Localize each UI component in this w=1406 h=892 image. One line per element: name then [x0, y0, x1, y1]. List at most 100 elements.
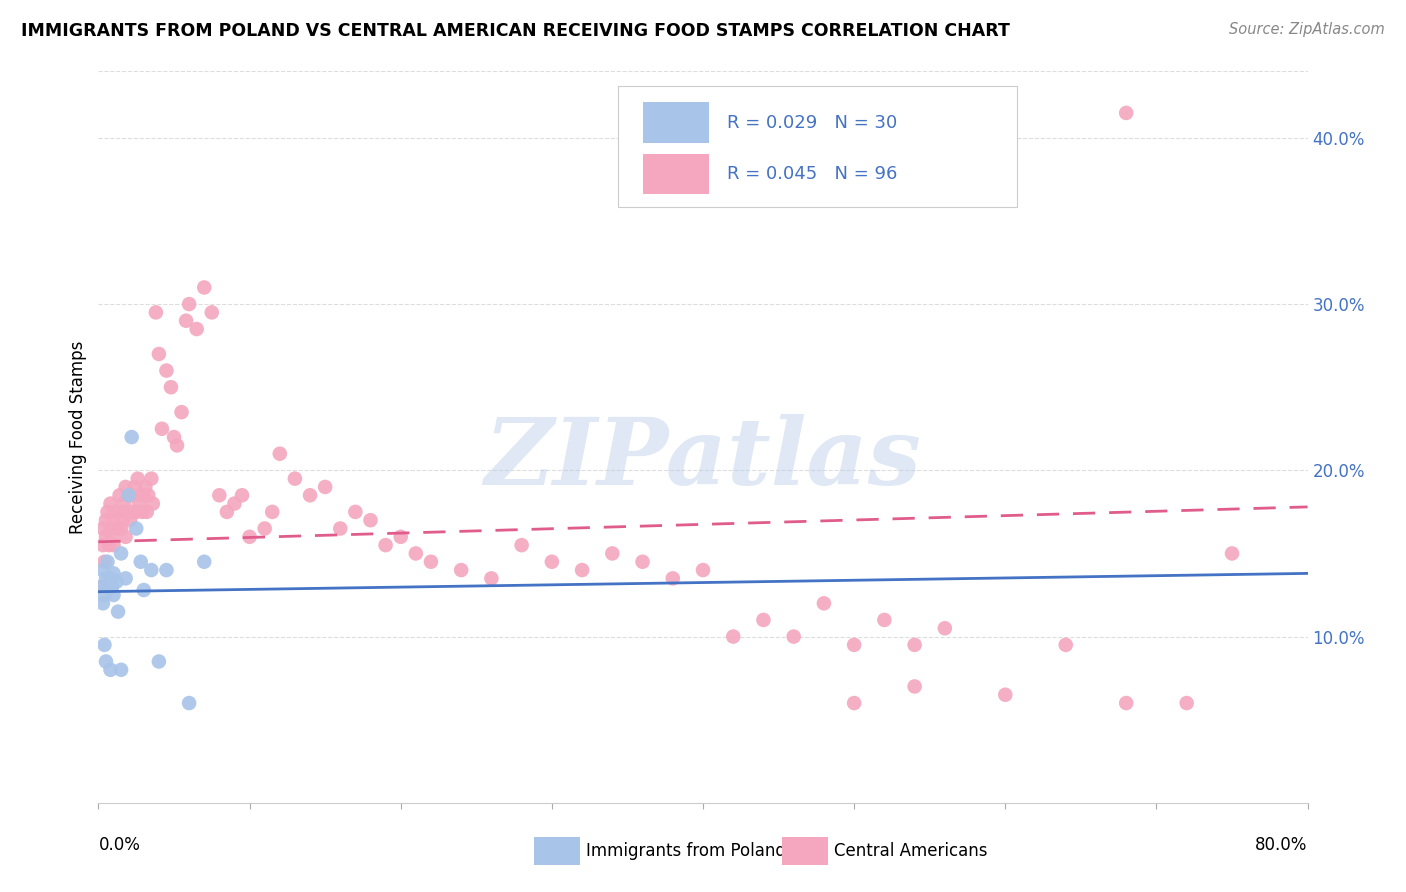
Text: 80.0%: 80.0%	[1256, 836, 1308, 854]
Point	[631, 555, 654, 569]
Point	[602, 546, 624, 560]
Point	[231, 488, 253, 502]
Point	[122, 505, 145, 519]
Point	[193, 555, 215, 569]
Point	[284, 472, 307, 486]
Point	[124, 480, 146, 494]
Point	[90, 580, 112, 594]
FancyBboxPatch shape	[619, 86, 1018, 207]
Point	[93, 588, 115, 602]
Point	[134, 480, 156, 494]
Point	[96, 505, 118, 519]
Point	[329, 521, 352, 535]
Bar	[643, 153, 709, 194]
Point	[101, 580, 124, 594]
Point	[118, 488, 141, 502]
Point	[141, 472, 163, 486]
Point	[193, 280, 215, 294]
Point	[91, 521, 114, 535]
Point	[145, 305, 167, 319]
Point	[186, 322, 208, 336]
Point	[269, 447, 291, 461]
Point	[98, 538, 121, 552]
Point	[208, 488, 231, 502]
Point	[571, 563, 593, 577]
Point	[215, 505, 238, 519]
Point	[201, 305, 224, 319]
Text: R = 0.045   N = 96: R = 0.045 N = 96	[727, 165, 897, 183]
Point	[904, 638, 927, 652]
Point	[107, 521, 129, 535]
Point	[179, 696, 201, 710]
Point	[150, 422, 173, 436]
Point	[262, 505, 284, 519]
Point	[107, 605, 129, 619]
Point	[661, 571, 683, 585]
Text: Central Americans: Central Americans	[834, 842, 987, 860]
Point	[110, 546, 132, 560]
Point	[110, 663, 132, 677]
Text: Immigrants from Poland: Immigrants from Poland	[586, 842, 786, 860]
Point	[1115, 696, 1137, 710]
Point	[100, 571, 122, 585]
Point	[128, 497, 150, 511]
Point	[723, 630, 745, 644]
Point	[179, 297, 201, 311]
Point	[344, 505, 367, 519]
Point	[253, 521, 276, 535]
Point	[163, 430, 186, 444]
Point	[96, 580, 118, 594]
Point	[170, 405, 193, 419]
Point	[783, 630, 806, 644]
Point	[155, 563, 177, 577]
Point	[108, 488, 131, 502]
Point	[104, 505, 127, 519]
Point	[114, 530, 136, 544]
Point	[904, 680, 927, 694]
Point	[96, 555, 118, 569]
Point	[131, 505, 153, 519]
Point	[103, 538, 125, 552]
Text: R = 0.029   N = 30: R = 0.029 N = 30	[727, 113, 897, 131]
Point	[142, 497, 165, 511]
Point	[148, 655, 170, 669]
Point	[136, 488, 159, 502]
Point	[125, 505, 148, 519]
Point	[166, 438, 188, 452]
Point	[1175, 696, 1198, 710]
Y-axis label: Receiving Food Stamps: Receiving Food Stamps	[69, 341, 87, 533]
Point	[314, 480, 336, 494]
Point	[129, 555, 152, 569]
Point	[94, 655, 117, 669]
Point	[115, 505, 138, 519]
Text: ZIPatlas: ZIPatlas	[485, 414, 921, 504]
Point	[98, 580, 121, 594]
Point	[141, 563, 163, 577]
Point	[1220, 546, 1243, 560]
Point	[510, 538, 533, 552]
Point	[90, 580, 112, 594]
Point	[103, 588, 125, 602]
Point	[132, 582, 155, 597]
Point	[450, 563, 472, 577]
Point	[873, 613, 896, 627]
Point	[239, 530, 262, 544]
Point	[91, 538, 114, 552]
Point	[121, 430, 143, 444]
Point	[103, 566, 125, 581]
Text: 0.0%: 0.0%	[98, 836, 141, 854]
Point	[132, 488, 155, 502]
Point	[813, 596, 835, 610]
Point	[155, 363, 177, 377]
Point	[103, 513, 125, 527]
Point	[844, 638, 866, 652]
Point	[91, 563, 114, 577]
Point	[540, 555, 562, 569]
Point	[692, 563, 714, 577]
Point	[114, 480, 136, 494]
Point	[112, 497, 135, 511]
Point	[94, 571, 117, 585]
Point	[105, 505, 128, 519]
Point	[94, 513, 117, 527]
Point	[934, 621, 956, 635]
